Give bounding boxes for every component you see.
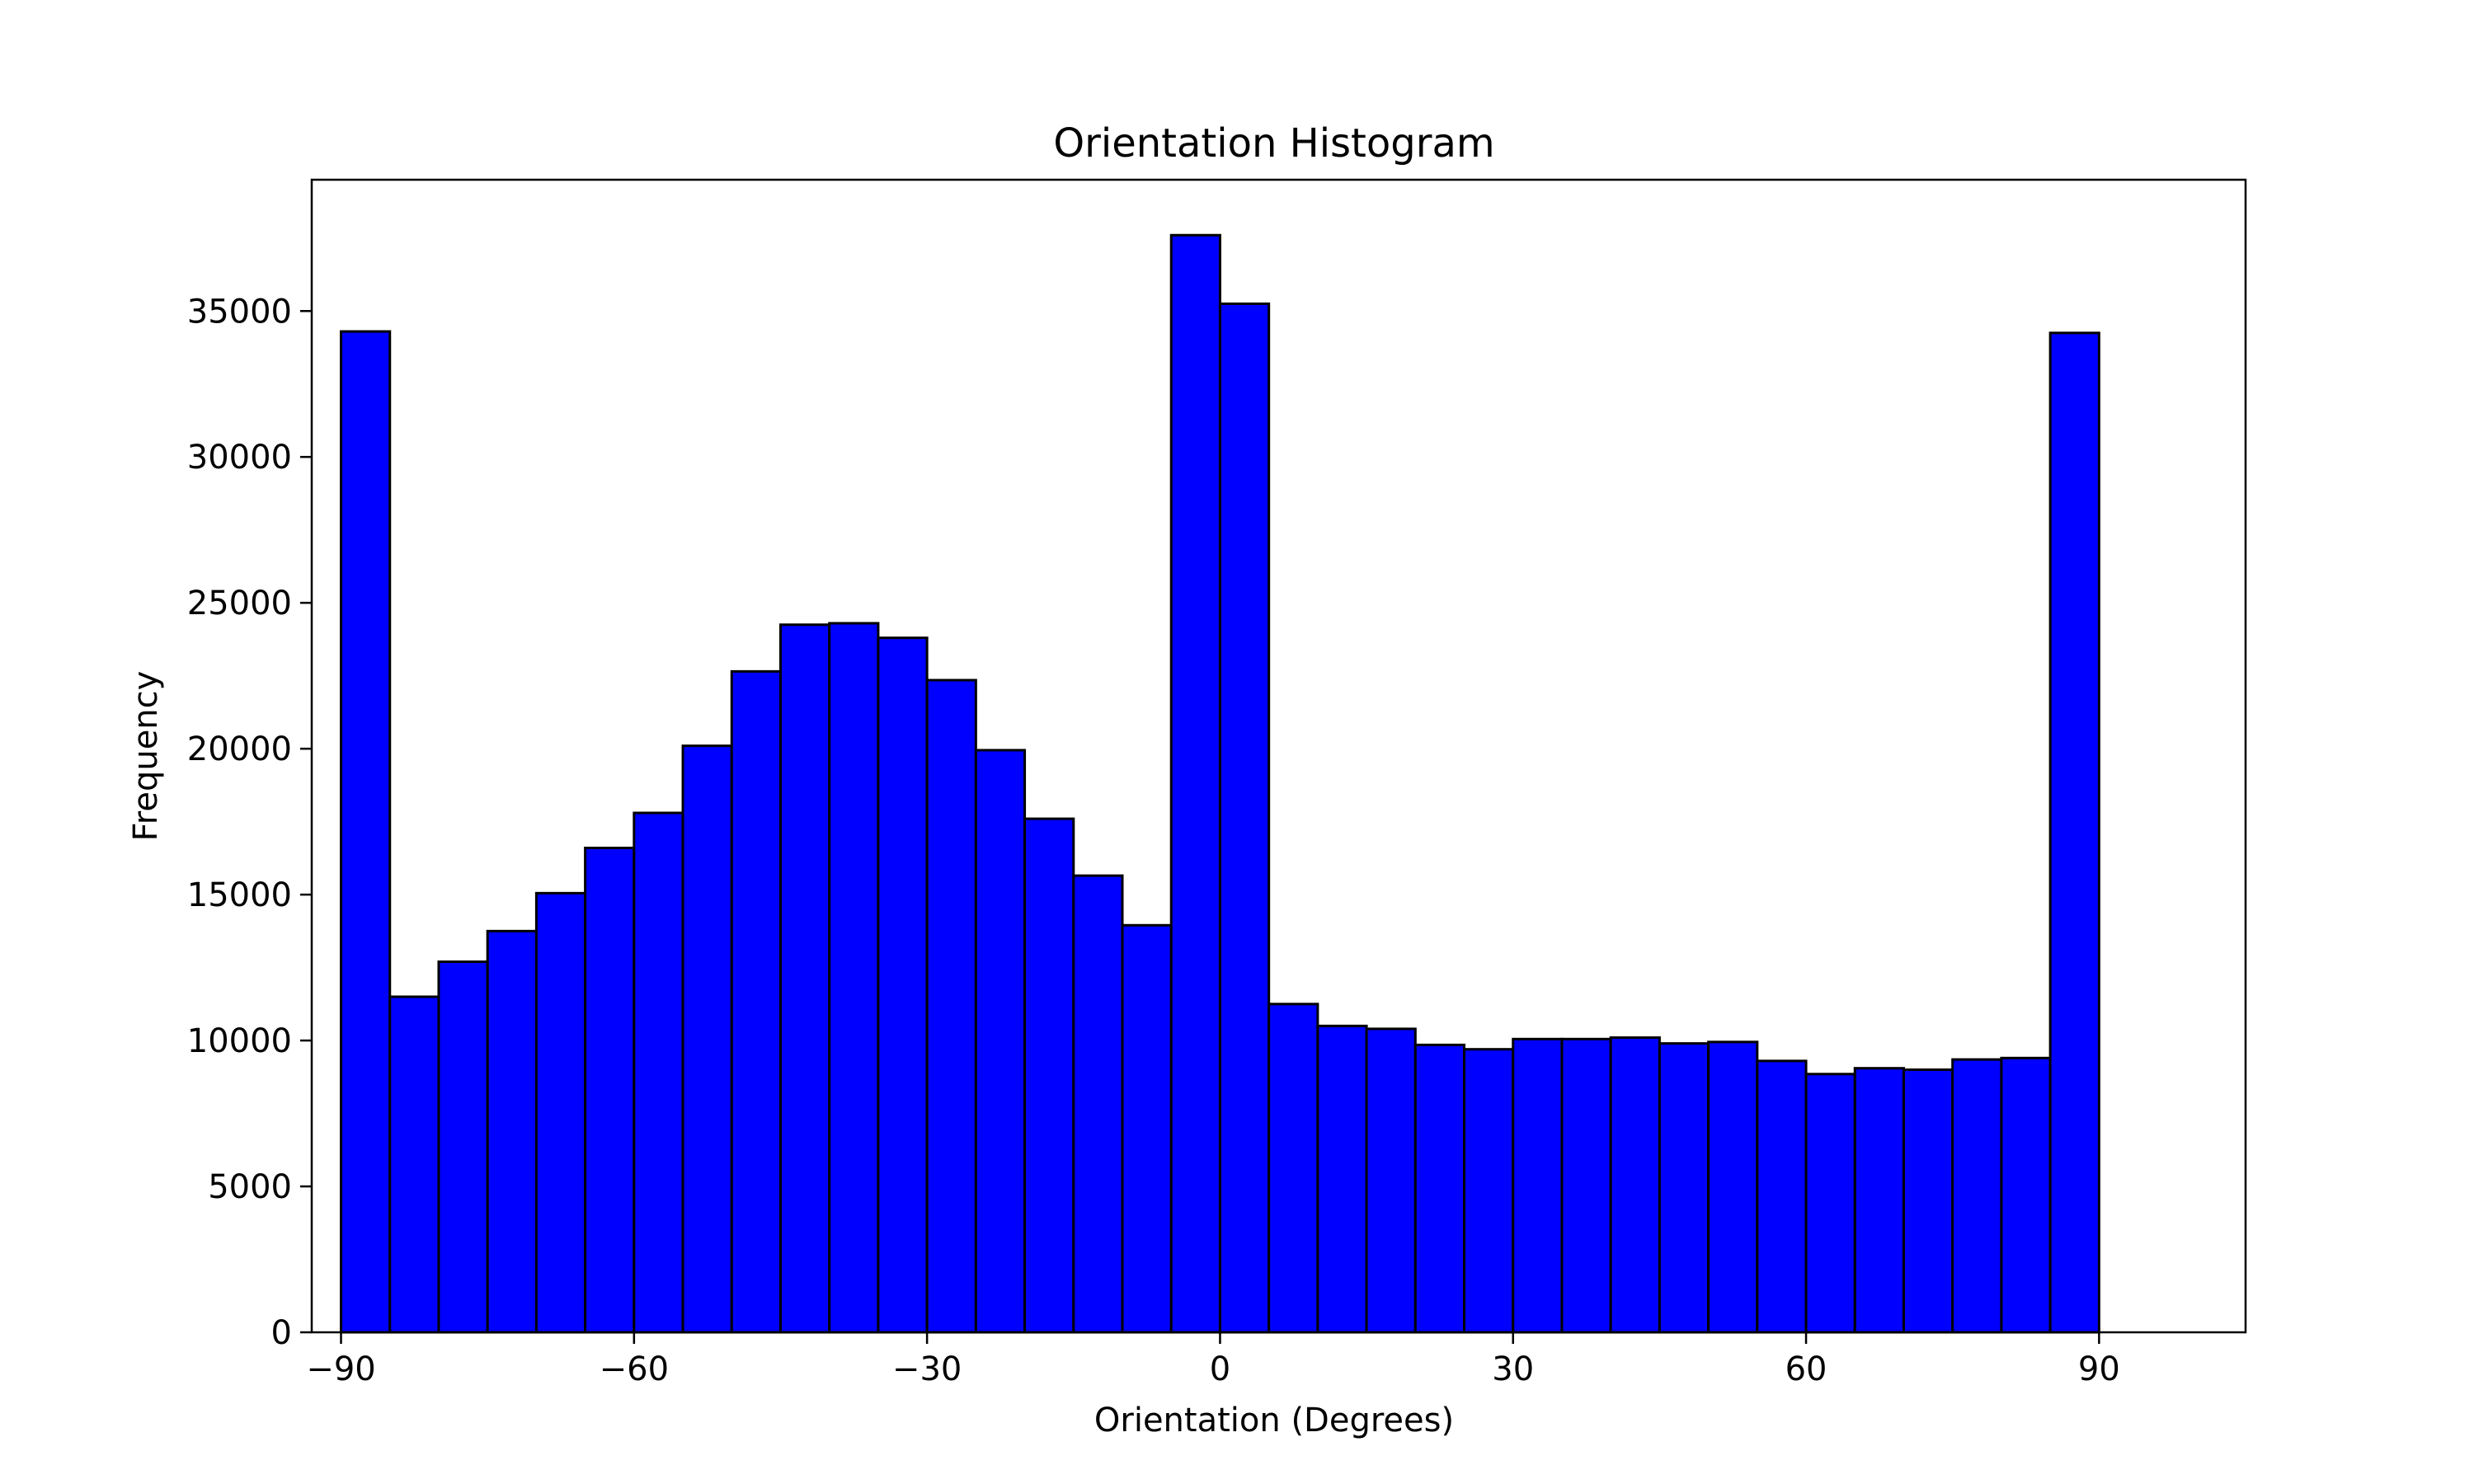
- y-tick-label: 10000: [187, 1022, 292, 1060]
- histogram-bar: [1951, 1058, 2003, 1334]
- histogram-bar: [1218, 302, 1271, 1334]
- histogram-bar: [877, 636, 929, 1334]
- histogram-bar: [1707, 1040, 1759, 1334]
- x-tick-label: 0: [1210, 1350, 1230, 1388]
- histogram-bar: [974, 749, 1027, 1334]
- histogram-bar: [633, 811, 684, 1334]
- histogram-bar: [778, 623, 831, 1334]
- histogram-bar: [1463, 1048, 1515, 1334]
- x-axis-label: Orientation (Degrees): [1094, 1402, 1454, 1439]
- histogram-bar: [1560, 1037, 1612, 1334]
- histogram-bar: [828, 622, 880, 1334]
- histogram-bar: [730, 669, 782, 1334]
- histogram-bar: [1804, 1073, 1856, 1334]
- x-axis: −90 −60 −30 0 30 60 90: [306, 1332, 2120, 1388]
- y-tick-label: 5000: [208, 1168, 292, 1206]
- y-tick-label: 0: [271, 1314, 292, 1352]
- x-tick-label: −90: [306, 1350, 375, 1388]
- y-tick-label: 25000: [187, 585, 292, 622]
- histogram-bar: [1756, 1059, 1808, 1334]
- plot-frame: [310, 178, 2247, 1334]
- y-tick-label: 20000: [187, 730, 292, 768]
- histogram-bar: [437, 960, 489, 1334]
- histogram-bar: [1413, 1043, 1466, 1334]
- histogram-bar: [340, 330, 392, 1334]
- histogram-bar: [2000, 1056, 2052, 1334]
- histogram-bar: [1853, 1067, 1905, 1334]
- x-tick-label: 90: [2078, 1350, 2120, 1388]
- y-tick-label: 35000: [187, 293, 292, 331]
- x-tick-label: −60: [600, 1350, 669, 1388]
- x-tick-label: 30: [1492, 1350, 1534, 1388]
- histogram-bar: [681, 744, 733, 1334]
- y-tick-label: 30000: [187, 439, 292, 477]
- histogram-bar: [1023, 817, 1075, 1334]
- histogram-bar: [1072, 874, 1124, 1334]
- histogram-bar: [388, 995, 440, 1334]
- x-tick-label: −30: [892, 1350, 962, 1388]
- histogram-bar: [486, 929, 538, 1334]
- histogram-bar: [1902, 1068, 1954, 1334]
- y-axis-label: Frequency: [127, 671, 165, 842]
- histogram-bar: [1365, 1027, 1417, 1334]
- y-axis: 0 5000 10000 15000 20000 25000 30000 35000: [187, 293, 312, 1352]
- histogram-bar: [1609, 1036, 1661, 1334]
- histogram-bar: [584, 846, 636, 1334]
- histogram-bar: [1512, 1037, 1564, 1334]
- y-tick-label: 15000: [187, 876, 292, 914]
- x-tick-label: 60: [1785, 1350, 1827, 1388]
- histogram-bar: [2048, 331, 2100, 1334]
- bars-group: [340, 233, 2100, 1334]
- histogram-bar: [1121, 923, 1173, 1334]
- histogram-bar: [925, 679, 977, 1334]
- histogram-bar: [1658, 1042, 1710, 1334]
- histogram-bar: [534, 891, 587, 1334]
- histogram-bar: [1316, 1024, 1368, 1334]
- chart-title: Orientation Histogram: [1053, 120, 1494, 167]
- histogram-bar: [1268, 1003, 1319, 1334]
- histogram-bar: [1169, 233, 1221, 1334]
